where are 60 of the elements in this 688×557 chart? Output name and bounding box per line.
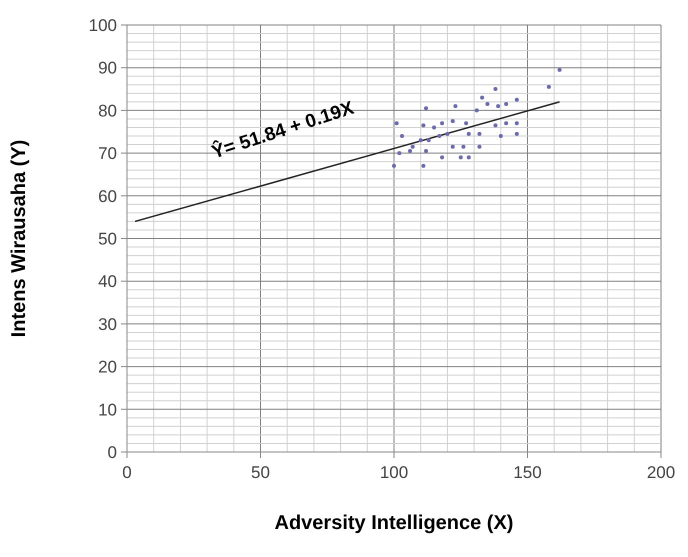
y-tick-label: 60 [98,186,117,206]
point [445,132,450,136]
point [400,134,404,138]
y-axis-title: Intens Wirausaha (Y) [8,140,30,338]
point [421,123,426,128]
x-tick-label: 100 [380,463,408,482]
point [437,134,442,138]
point [504,121,508,126]
x-tick-label: 0 [122,463,132,482]
point [440,155,444,160]
point [466,132,471,136]
point [418,138,423,142]
point [397,151,402,156]
x-axis-title: Adversity Intelligence (X) [274,512,514,534]
point [546,84,551,89]
point [424,148,428,153]
point [410,144,415,149]
point [453,104,458,108]
x-tick-label: 150 [513,463,542,482]
point [461,144,466,149]
y-tick-label: 30 [98,314,117,334]
point [458,155,463,160]
y-tick-label: 100 [88,16,117,35]
annotation: Ŷ= 51.84 + 0.19X [208,96,358,166]
point [480,96,484,100]
y-tick-label: 40 [98,272,117,292]
point [496,104,500,108]
y-tick-label: 80 [98,101,117,120]
x-tick-label: 50 [251,463,270,482]
point [394,121,399,126]
point [421,164,426,168]
point [450,144,455,149]
point [440,121,444,126]
point [450,119,455,124]
y-tick-label: 90 [98,58,117,78]
point [477,132,482,136]
point [424,106,428,110]
point [466,155,471,160]
point [432,125,436,130]
y-tick-label: 10 [98,400,117,420]
point [498,134,503,138]
point [493,123,498,128]
point [392,164,396,168]
y-tick-label: 70 [98,144,117,164]
point [426,138,431,142]
y-tick-label: 50 [98,230,117,248]
point [493,87,498,92]
point [485,102,490,106]
point [514,121,519,126]
point [464,121,468,126]
y-tick-label: 0 [108,443,117,462]
y-tick-label: 20 [98,358,117,377]
point [408,148,412,153]
point [477,144,482,149]
x-tick-label: 200 [646,463,676,482]
point [504,102,508,106]
point [474,108,479,112]
point [558,68,562,72]
point [514,132,519,136]
point [514,98,519,102]
